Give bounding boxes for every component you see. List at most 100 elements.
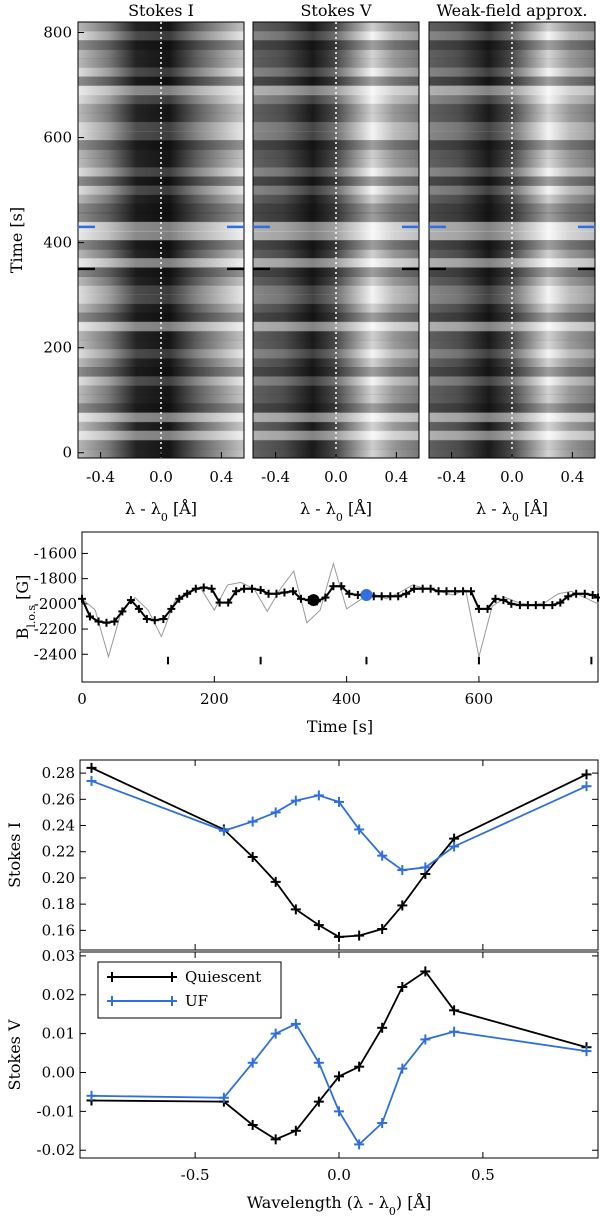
heatmap-band	[253, 376, 419, 386]
heatmap-band	[429, 76, 595, 87]
heatmap-band	[429, 176, 595, 186]
blos-timeseries: -1600 -1800 -2000 -2200 -2400 0 200 400 600 Bl.o.…	[13, 531, 600, 736]
heatmap-band	[78, 367, 244, 377]
heatmap-band	[429, 430, 595, 441]
heatmap-band	[78, 276, 244, 286]
heatmap-band	[78, 85, 244, 96]
heatmap-band	[78, 421, 244, 432]
panel-title: Weak-field approx.	[437, 1, 588, 20]
x-tick-label: 0.4	[209, 468, 233, 486]
heatmap-panel-3: Weak-field approx. -0.4 0.0 0.4 λ - λ0 [Å]	[428, 1, 596, 524]
heatmap-band	[253, 367, 419, 377]
heatmap-band	[253, 385, 419, 395]
y-tick-label: 200	[43, 339, 72, 357]
heatmap-band	[429, 376, 595, 386]
heatmap-band	[78, 22, 244, 32]
heatmap-band	[429, 285, 595, 295]
y-tick-label: -2400	[34, 645, 77, 663]
heatmap-band	[253, 176, 419, 186]
heatmap-band	[78, 221, 244, 232]
x-tick-label: 0.4	[384, 468, 408, 486]
heatmap-band	[78, 294, 244, 305]
heatmap-band	[78, 121, 244, 132]
heatmap-base	[429, 22, 595, 458]
heatmap-band	[78, 194, 244, 205]
heatmap-band	[429, 321, 595, 332]
heatmap-band	[429, 40, 595, 50]
heatmap-band	[78, 376, 244, 386]
y-tick-label: -0.02	[37, 1141, 75, 1159]
heatmap-band	[429, 240, 595, 250]
highlight-point	[360, 589, 373, 602]
y-tick-label: -2200	[34, 620, 77, 638]
heatmap-band	[429, 194, 595, 205]
heatmap-band	[78, 285, 244, 295]
heatmap-band	[253, 140, 419, 150]
heatmap-band	[78, 430, 244, 441]
y-tick-label: 600	[43, 129, 72, 147]
heatmap-band	[78, 240, 244, 250]
y-tick-label: 0.20	[42, 869, 75, 887]
heatmap-band	[429, 140, 595, 150]
heatmap-band	[429, 339, 595, 350]
heatmap-base	[78, 22, 244, 458]
heatmap-band	[429, 185, 595, 196]
y-tick-label: -2000	[34, 595, 77, 613]
y-tick-label: 0.16	[42, 921, 75, 939]
y-axis-label: Stokes I	[5, 822, 24, 888]
heatmap-band	[78, 230, 244, 241]
heatmap-band	[78, 76, 244, 87]
heatmap-band	[78, 131, 244, 141]
x-axis-label: Wavelength (λ - λ0) [Å]	[247, 1192, 432, 1216]
legend-box	[97, 961, 282, 1019]
heatmap-band	[253, 294, 419, 305]
heatmap-band	[429, 49, 595, 59]
y-tick-label: 0	[62, 444, 72, 462]
heatmap-band	[253, 240, 419, 250]
x-tick-label: 200	[200, 690, 229, 708]
heatmap-band	[78, 339, 244, 350]
x-tick-label: 400	[332, 690, 361, 708]
y-tick-label: 800	[43, 24, 72, 42]
heatmap-band	[429, 385, 595, 395]
x-tick-label: 0.5	[471, 1166, 495, 1184]
x-tick-label: 0.0	[327, 1166, 351, 1184]
heatmap-base	[253, 22, 419, 458]
x-tick-label: 0	[77, 690, 87, 708]
heatmap-band	[429, 367, 595, 377]
heatmap-band	[429, 421, 595, 432]
heatmap-band	[253, 321, 419, 332]
y-tick-label: 0.02	[42, 986, 75, 1004]
heatmap-band	[78, 31, 244, 41]
series-line-gray	[81, 561, 599, 659]
y-tick-label: 0.01	[42, 1025, 75, 1043]
stokes-i-profile: 0.16 0.18 0.20 0.22 0.24 0.26 0.28 Stokes I	[5, 759, 599, 951]
heatmap-band	[78, 385, 244, 395]
heatmap-band	[253, 49, 419, 59]
x-tick-label: 600	[465, 690, 494, 708]
panel-title: Stokes I	[128, 1, 194, 20]
heatmap-band	[78, 394, 244, 404]
blos-frame	[81, 531, 599, 683]
heatmap-band	[429, 394, 595, 404]
heatmap-band	[78, 49, 244, 59]
legend-label: Quiescent	[185, 968, 261, 986]
heatmap-band	[253, 276, 419, 286]
heatmap-band	[429, 294, 595, 305]
legend-label: UF	[185, 992, 208, 1010]
legend: Quiescent UF	[97, 961, 282, 1019]
heatmap-band	[253, 40, 419, 50]
y-axis-label: Time [s]	[7, 207, 26, 273]
heatmap-band	[429, 131, 595, 141]
heatmap-band	[253, 339, 419, 350]
y-tick-label: 0.28	[42, 764, 75, 782]
heatmap-band	[429, 221, 595, 232]
stokes-v-profile: -0.02 -0.01 0.00 0.01 0.02 0.03 -0.5 0.0 0.5 Stok…	[5, 947, 599, 1216]
heatmap-band	[253, 194, 419, 205]
x-tick-label: -0.5	[181, 1166, 210, 1184]
series-line-uf	[91, 780, 587, 872]
heatmap-band	[429, 276, 595, 286]
y-tick-label: 0.26	[42, 790, 75, 808]
heatmap-band	[253, 439, 419, 450]
